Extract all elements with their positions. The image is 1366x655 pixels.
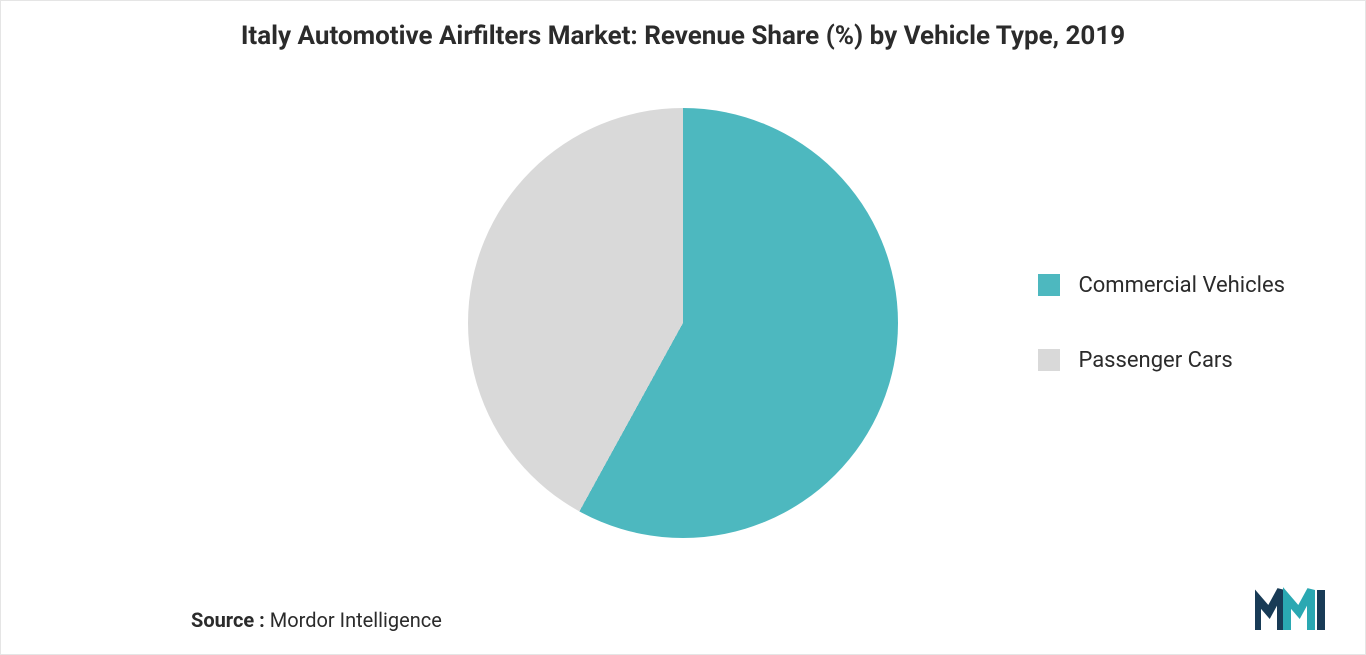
legend-item-passenger-cars: Passenger Cars [1038,348,1285,373]
legend: Commercial Vehicles Passenger Cars [1038,273,1285,373]
source-line: Source : Mordor Intelligence [191,608,442,632]
source-label: Source : [191,608,265,632]
chart-title: Italy Automotive Airfilters Market: Reve… [1,1,1365,61]
legend-swatch [1038,349,1060,371]
chart-content: Commercial Vehicles Passenger Cars [1,61,1365,584]
mordor-logo-svg [1255,584,1335,632]
chart-card: Italy Automotive Airfilters Market: Reve… [0,0,1366,655]
mordor-logo-icon [1255,584,1335,632]
legend-item-commercial-vehicles: Commercial Vehicles [1038,273,1285,298]
pie-chart [468,108,898,538]
legend-swatch [1038,274,1060,296]
legend-label: Commercial Vehicles [1078,273,1285,298]
source-value: Mordor Intelligence [270,608,442,632]
footer: Source : Mordor Intelligence [1,584,1365,654]
legend-label: Passenger Cars [1078,348,1232,373]
